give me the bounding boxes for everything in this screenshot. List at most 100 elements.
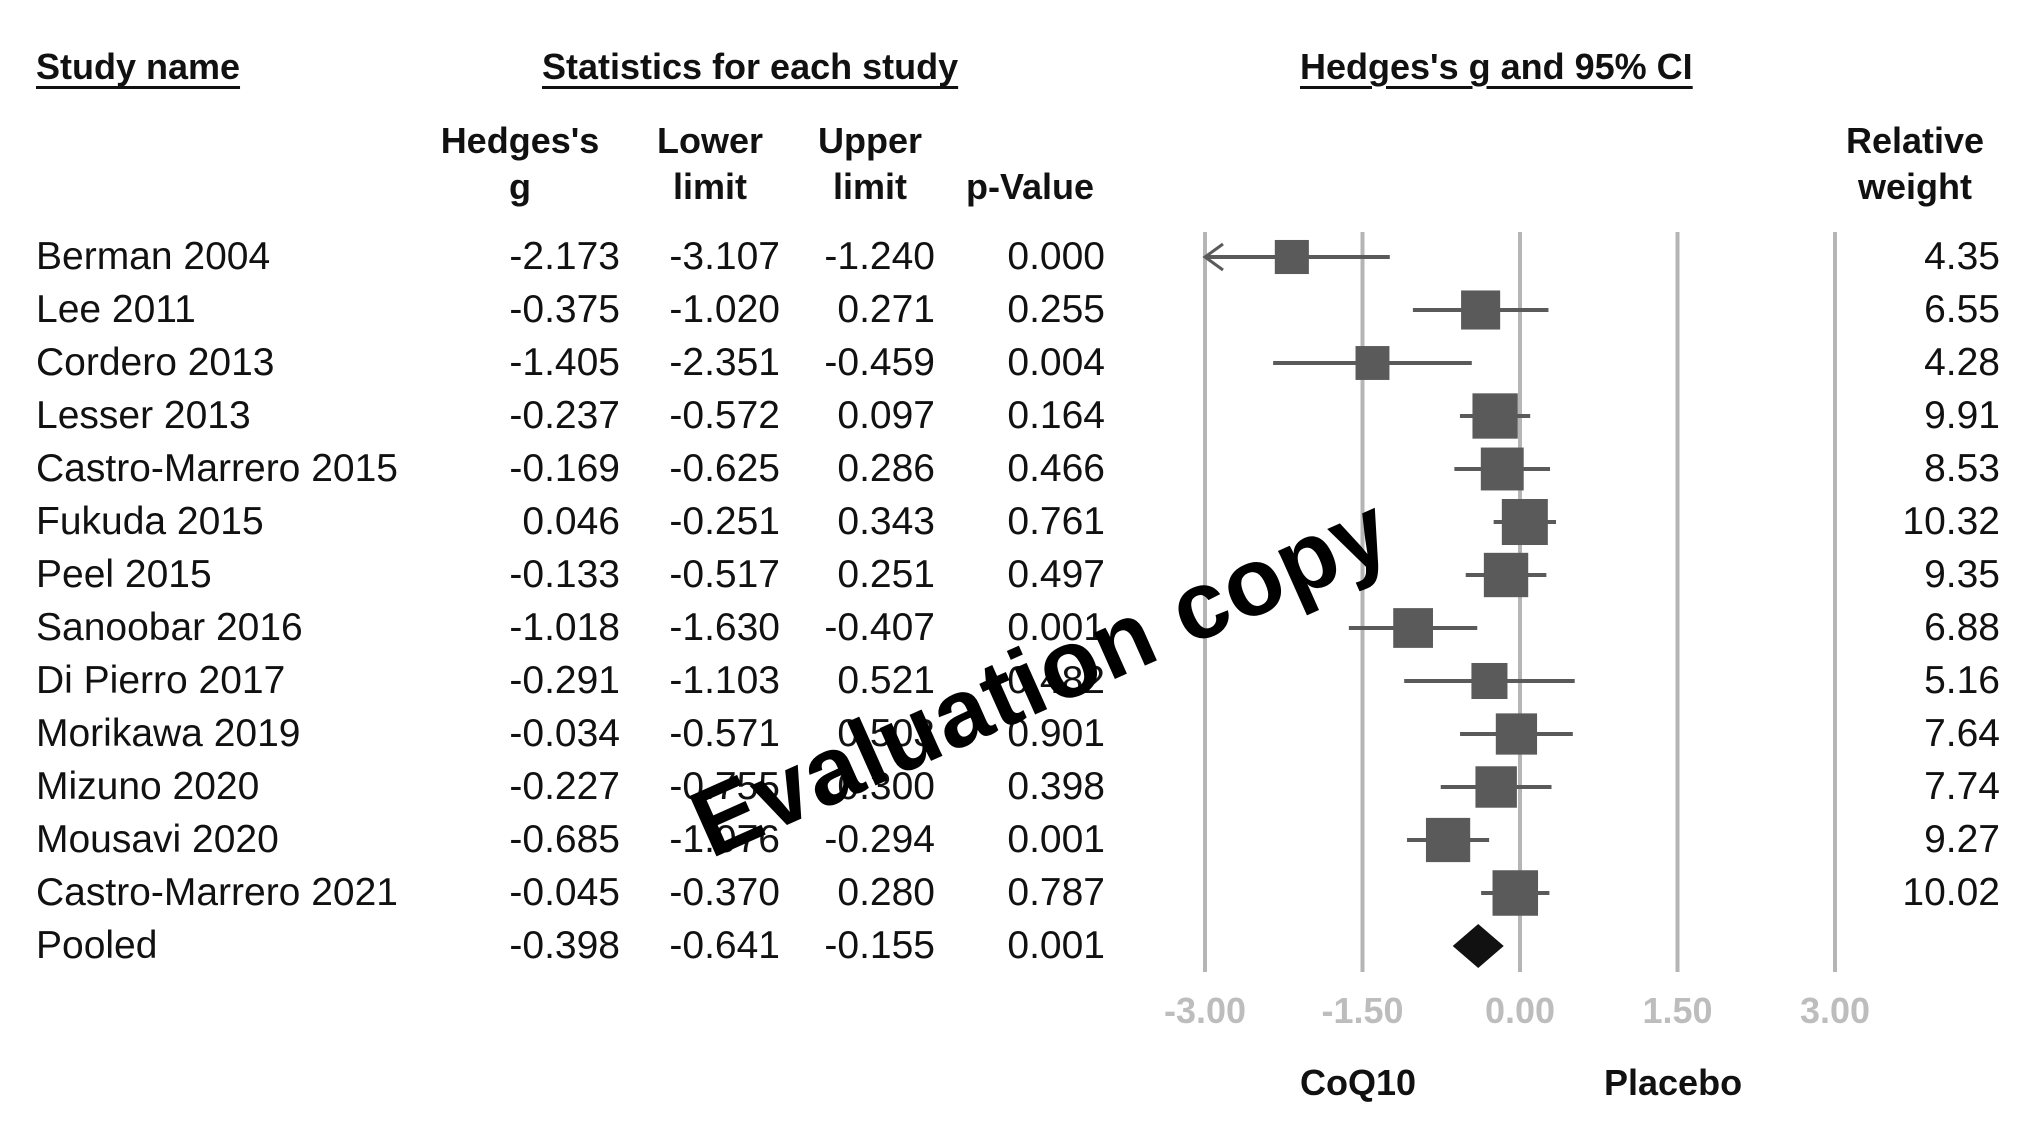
upper-limit-cell: -0.459	[824, 341, 935, 384]
relative-weight-cell: 7.74	[1924, 765, 2000, 808]
lower-limit-cell: -2.351	[669, 341, 780, 384]
upper-limit-cell: 0.300	[837, 765, 935, 808]
upper-limit-cell: 0.503	[837, 712, 935, 755]
col-header-upper-limit: Upper limit	[817, 120, 922, 207]
study-effect-marker	[1274, 239, 1309, 275]
upper-limit-cell: -0.407	[824, 606, 935, 649]
x-tick-label: 3.00	[1800, 990, 1870, 1031]
col-header-hedges-g: Hedges's g	[440, 120, 600, 207]
study-name-cell: Castro-Marrero 2021	[36, 871, 398, 914]
hedges-g-cell: -1.018	[509, 606, 620, 649]
relative-weight-cell: 6.88	[1924, 606, 2000, 649]
study-name-cell: Pooled	[36, 924, 158, 967]
study-name-cell: Berman 2004	[36, 235, 271, 278]
study-name-cell: Sanoobar 2016	[36, 606, 303, 649]
hedges-g-cell: -0.398	[509, 924, 620, 967]
upper-limit-cell: 0.271	[837, 288, 935, 331]
x-tick-label: 0.00	[1485, 990, 1555, 1031]
study-effect-marker	[1501, 499, 1548, 545]
hedges-g-cell: -1.405	[509, 341, 620, 384]
relative-weight-cell: 9.91	[1924, 394, 2000, 437]
p-value-cell: 0.398	[1007, 765, 1105, 808]
p-value-cell: 0.761	[1007, 500, 1105, 543]
ci-clipped-arrow	[1202, 242, 1224, 272]
study-effect-marker	[1483, 552, 1529, 598]
relative-weight-cell: 10.32	[1902, 500, 2000, 543]
lower-limit-cell: -1.020	[669, 288, 780, 331]
relative-weight-cell: 10.02	[1902, 871, 2000, 914]
p-value-cell: 0.000	[1007, 235, 1105, 278]
hedges-g-cell: -0.133	[509, 553, 620, 596]
lower-limit-cell: -0.370	[669, 871, 780, 914]
p-value-cell: 0.466	[1007, 447, 1105, 490]
upper-limit-cell: 0.521	[837, 659, 935, 702]
statistics-header: Statistics for each study	[542, 46, 959, 87]
p-value-cell: 0.001	[1007, 606, 1105, 649]
x-tick-label: -1.50	[1321, 990, 1403, 1031]
study-effect-marker	[1461, 290, 1501, 330]
hedges-g-cell: 0.046	[522, 500, 620, 543]
p-value-cell: 0.001	[1007, 924, 1105, 967]
upper-limit-cell: -0.155	[824, 924, 935, 967]
p-value-cell: 0.164	[1007, 394, 1105, 437]
lower-limit-cell: -0.571	[669, 712, 780, 755]
study-name-cell: Lee 2011	[36, 288, 196, 331]
p-value-cell: 0.787	[1007, 871, 1105, 914]
study-name-cell: Lesser 2013	[36, 394, 251, 437]
upper-limit-cell: 0.343	[837, 500, 935, 543]
study-name-cell: Castro-Marrero 2015	[36, 447, 398, 490]
relative-weight-cell: 6.55	[1924, 288, 2000, 331]
p-value-cell: 0.004	[1007, 341, 1105, 384]
hedges-g-cell: -0.034	[509, 712, 620, 755]
study-effect-marker	[1471, 662, 1508, 700]
study-name-cell: Mousavi 2020	[36, 818, 279, 861]
hedges-g-cell: -2.173	[509, 235, 620, 278]
study-name-header: Study name	[36, 46, 241, 87]
hedges-g-cell: -0.375	[509, 288, 620, 331]
relative-weight-cell: 5.16	[1924, 659, 2000, 702]
upper-limit-cell: 0.097	[837, 394, 935, 437]
lower-limit-cell: -1.630	[669, 606, 780, 649]
lower-limit-cell: -0.517	[669, 553, 780, 596]
study-name-cell: Morikawa 2019	[36, 712, 301, 755]
x-tick-label: -3.00	[1164, 990, 1246, 1031]
forest-plot-header: Hedges's g and 95% CI	[1300, 46, 1693, 87]
study-name-cell: Mizuno 2020	[36, 765, 260, 808]
relative-weight-cell: 7.64	[1924, 712, 2000, 755]
study-effect-marker	[1393, 608, 1433, 648]
lower-limit-cell: -3.107	[669, 235, 780, 278]
p-value-cell: 0.255	[1007, 288, 1105, 331]
hedges-g-cell: -0.685	[509, 818, 620, 861]
favours-placebo-label: Placebo	[1604, 1062, 1743, 1103]
col-header-lower-limit: Lower limit	[656, 120, 763, 207]
study-effect-marker	[1425, 817, 1471, 863]
pooled-diamond	[1452, 924, 1504, 968]
study-name-cell: Peel 2015	[36, 553, 212, 596]
study-effect-marker	[1475, 766, 1517, 808]
study-effect-marker	[1495, 713, 1538, 755]
x-tick-label: 1.50	[1642, 990, 1712, 1031]
hedges-g-cell: -0.291	[509, 659, 620, 702]
study-effect-marker	[1492, 870, 1539, 916]
relative-weight-cell: 8.53	[1924, 447, 2000, 490]
lower-limit-cell: -0.251	[669, 500, 780, 543]
study-name-cell: Fukuda 2015	[36, 500, 264, 543]
relative-weight-cell: 9.27	[1924, 818, 2000, 861]
col-header-relative-weight: Relative weight	[1845, 120, 1985, 207]
study-effect-marker	[1355, 346, 1390, 380]
relative-weight-cell: 9.35	[1924, 553, 2000, 596]
lower-limit-cell: -0.641	[669, 924, 780, 967]
hedges-g-cell: -0.227	[509, 765, 620, 808]
lower-limit-cell: -0.625	[669, 447, 780, 490]
study-name-cell: Cordero 2013	[36, 341, 275, 384]
hedges-g-cell: -0.237	[509, 394, 620, 437]
relative-weight-cell: 4.35	[1924, 235, 2000, 278]
p-value-cell: 0.482	[1007, 659, 1105, 702]
lower-limit-cell: -0.572	[669, 394, 780, 437]
study-effect-marker	[1480, 447, 1524, 491]
upper-limit-cell: 0.251	[837, 553, 935, 596]
upper-limit-cell: 0.286	[837, 447, 935, 490]
study-name-cell: Di Pierro 2017	[36, 659, 286, 702]
p-value-cell: 0.001	[1007, 818, 1105, 861]
